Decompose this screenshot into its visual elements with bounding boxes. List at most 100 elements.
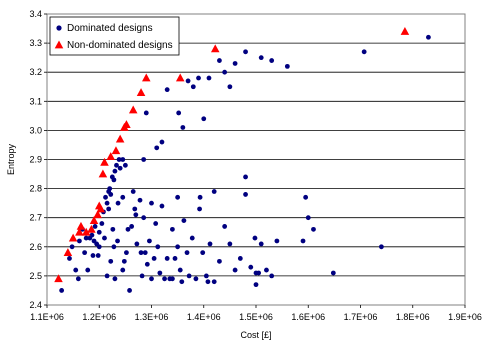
y-tick-label: 2.9 bbox=[29, 155, 42, 165]
data-point-non-dominated bbox=[87, 224, 96, 233]
data-point-non-dominated bbox=[128, 105, 138, 114]
data-point-dominated bbox=[379, 244, 384, 250]
y-axis-label: Entropy bbox=[6, 143, 16, 175]
data-point-non-dominated bbox=[68, 233, 78, 242]
data-point-non-dominated bbox=[54, 274, 63, 283]
data-point-non-dominated bbox=[136, 88, 146, 96]
data-point-dominated bbox=[132, 206, 138, 212]
data-point-dominated bbox=[197, 206, 202, 212]
data-point-dominated bbox=[104, 200, 110, 206]
data-point-dominated bbox=[141, 215, 147, 221]
data-point-dominated bbox=[120, 194, 126, 200]
data-point-dominated bbox=[149, 200, 154, 206]
x-tick-label: 1.6E+06 bbox=[291, 312, 325, 322]
y-tick-label: 2.7 bbox=[29, 213, 42, 223]
data-point-dominated bbox=[154, 145, 160, 151]
data-point-dominated bbox=[330, 270, 336, 276]
legend-box bbox=[49, 16, 180, 56]
data-point-dominated bbox=[73, 267, 79, 273]
data-point-dominated bbox=[162, 276, 167, 282]
data-point-dominated bbox=[108, 258, 114, 264]
data-point-non-dominated bbox=[142, 73, 151, 82]
data-point-dominated bbox=[133, 212, 139, 218]
data-point-dominated bbox=[256, 270, 262, 276]
data-point-non-dominated bbox=[122, 120, 131, 128]
data-point-dominated bbox=[155, 244, 161, 250]
data-point-dominated bbox=[222, 69, 228, 75]
data-point-dominated bbox=[108, 192, 114, 197]
data-point-dominated bbox=[237, 256, 243, 261]
data-point-dominated bbox=[104, 273, 110, 279]
data-point-dominated bbox=[177, 267, 183, 273]
data-point-dominated bbox=[151, 256, 157, 261]
data-point-dominated bbox=[243, 192, 248, 197]
data-point-dominated bbox=[67, 256, 72, 261]
x-tick-label: 1.9E+06 bbox=[448, 312, 482, 322]
y-tick-label: 2.8 bbox=[29, 184, 42, 194]
data-point-dominated bbox=[206, 75, 212, 81]
data-point-dominated bbox=[252, 235, 258, 241]
data-point-dominated bbox=[305, 215, 311, 221]
data-point-dominated bbox=[180, 125, 186, 130]
data-point-dominated bbox=[82, 250, 88, 256]
x-tick-label: 1.5E+06 bbox=[239, 312, 273, 322]
data-point-dominated bbox=[83, 235, 89, 241]
data-point-dominated bbox=[75, 276, 81, 282]
data-point-dominated bbox=[130, 189, 136, 194]
legend-marker-non-dominated bbox=[54, 40, 64, 49]
data-point-dominated bbox=[300, 238, 306, 244]
data-point-dominated bbox=[143, 110, 149, 116]
data-point-dominated bbox=[205, 279, 211, 285]
x-tick-label: 1.1E+06 bbox=[30, 312, 64, 322]
data-point-non-dominated bbox=[115, 134, 125, 143]
data-point-dominated bbox=[129, 224, 135, 229]
data-points bbox=[54, 26, 431, 293]
data-point-non-dominated bbox=[63, 248, 73, 256]
x-tick-label: 1.3E+06 bbox=[135, 312, 169, 322]
x-tick-label: 1.2E+06 bbox=[82, 312, 116, 322]
data-point-dominated bbox=[141, 157, 147, 162]
data-point-non-dominated bbox=[175, 73, 185, 82]
data-point-dominated bbox=[190, 84, 196, 90]
data-point-dominated bbox=[258, 55, 264, 61]
data-point-dominated bbox=[211, 279, 217, 285]
data-point-dominated bbox=[172, 256, 178, 261]
data-point-dominated bbox=[179, 279, 185, 285]
data-point-dominated bbox=[114, 162, 119, 168]
y-tick-label: 2.6 bbox=[29, 242, 42, 252]
data-point-dominated bbox=[193, 276, 199, 282]
x-tick-label: 1.4E+06 bbox=[187, 312, 221, 322]
data-point-dominated bbox=[122, 162, 128, 168]
data-point-dominated bbox=[99, 221, 105, 226]
data-point-dominated bbox=[175, 194, 181, 200]
data-point-dominated bbox=[111, 244, 117, 250]
data-point-dominated bbox=[159, 203, 165, 209]
y-tick-label: 2.4 bbox=[29, 300, 42, 310]
legend-marker-dominated bbox=[56, 25, 62, 31]
x-tick-label: 1.8E+06 bbox=[396, 312, 430, 322]
data-point-dominated bbox=[170, 226, 175, 232]
data-point-dominated bbox=[217, 58, 222, 63]
data-point-non-dominated bbox=[75, 227, 84, 236]
data-point-non-dominated bbox=[93, 210, 102, 219]
data-point-dominated bbox=[426, 34, 431, 40]
data-point-dominated bbox=[147, 238, 152, 244]
data-point-dominated bbox=[361, 49, 367, 55]
data-point-dominated bbox=[112, 276, 118, 282]
data-point-dominated bbox=[248, 264, 254, 270]
data-point-dominated bbox=[196, 75, 201, 81]
data-point-non-dominated bbox=[81, 227, 91, 236]
data-point-dominated bbox=[92, 224, 98, 229]
data-point-dominated bbox=[227, 241, 233, 247]
data-point-dominated bbox=[185, 78, 191, 84]
data-point-non-dominated bbox=[210, 44, 220, 53]
data-point-dominated bbox=[107, 186, 113, 192]
data-point-dominated bbox=[153, 221, 159, 226]
data-point-dominated bbox=[115, 238, 120, 244]
data-point-non-dominated bbox=[76, 221, 86, 230]
data-point-dominated bbox=[103, 194, 108, 200]
data-point-non-dominated bbox=[100, 157, 109, 166]
data-point-dominated bbox=[184, 250, 190, 256]
data-point-dominated bbox=[157, 270, 163, 276]
